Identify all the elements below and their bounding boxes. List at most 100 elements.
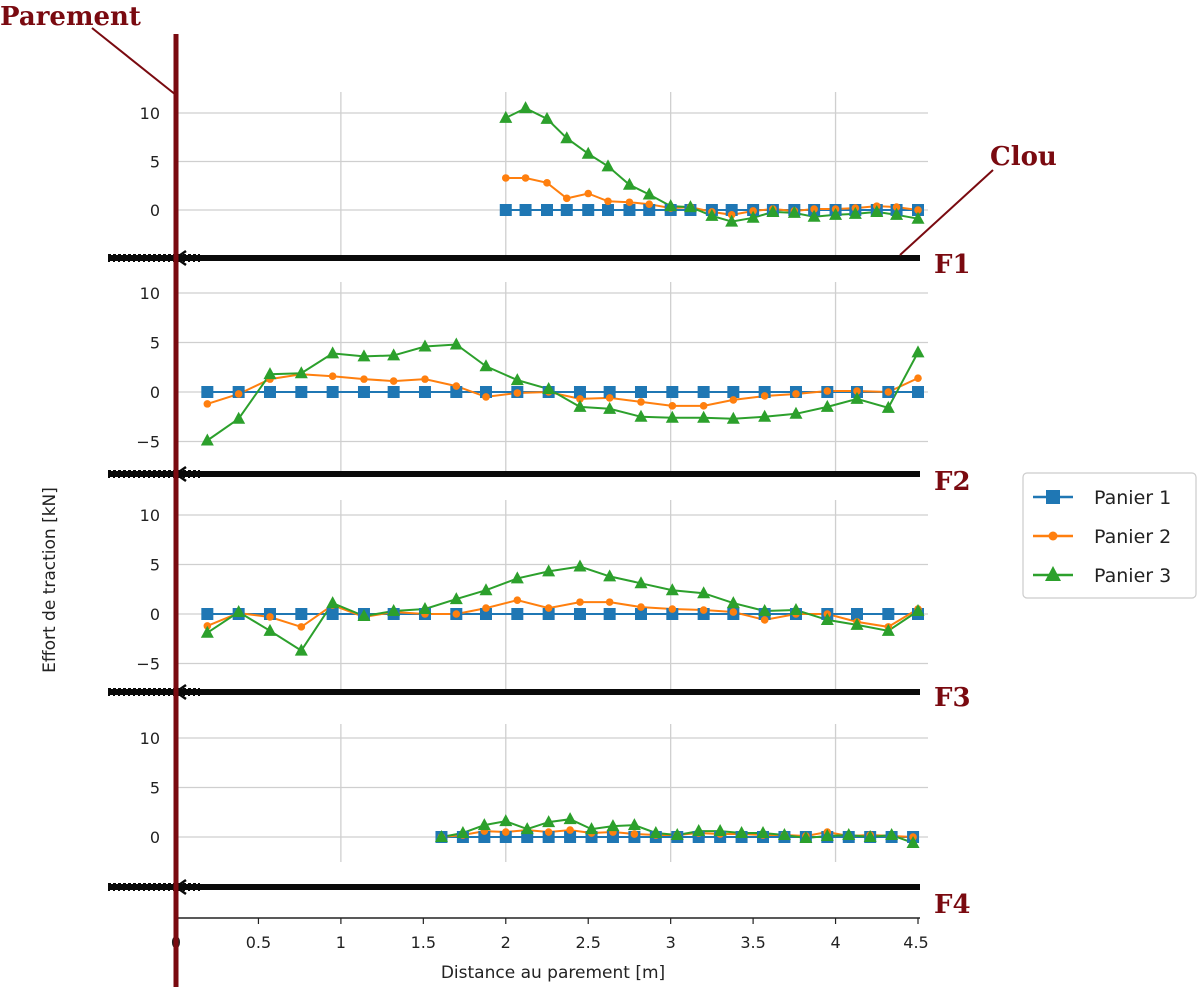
data-point-panier-3 <box>542 564 556 577</box>
data-point-panier-2 <box>760 616 769 624</box>
data-point-panier-3 <box>560 131 574 144</box>
data-point-panier-1 <box>326 386 339 398</box>
square-marker-icon <box>1046 490 1060 504</box>
data-point-panier-3 <box>510 571 524 584</box>
data-point-panier-3 <box>829 207 843 220</box>
data-point-panier-3 <box>758 604 772 617</box>
data-point-panier-3 <box>479 583 493 596</box>
x-tick-label: 3 <box>666 933 676 952</box>
data-point-panier-3 <box>200 433 214 446</box>
data-point-panier-3 <box>520 822 534 835</box>
data-point-panier-3 <box>232 411 246 424</box>
data-point-panier-3 <box>622 177 636 190</box>
data-point-panier-1 <box>201 608 214 620</box>
data-point-panier-3 <box>634 576 648 589</box>
data-point-panier-3 <box>601 159 615 172</box>
panel-label-f1: F1 <box>934 250 971 280</box>
data-point-panier-3 <box>649 826 663 839</box>
data-point-panier-1 <box>643 204 656 216</box>
data-point-panier-3 <box>850 391 864 404</box>
y-tick-label: 5 <box>150 779 160 798</box>
data-point-panier-1 <box>478 831 491 843</box>
data-point-panier-1 <box>573 608 586 620</box>
data-point-panier-3 <box>418 602 432 615</box>
y-tick-label: 0 <box>150 605 160 624</box>
data-point-panier-3 <box>881 400 895 413</box>
data-point-panier-2 <box>421 375 429 383</box>
x-tick-label: 1 <box>336 933 346 952</box>
x-axis: 00.511.522.533.544.5 Distance au paremen… <box>171 917 929 983</box>
data-point-panier-1 <box>326 608 339 620</box>
data-point-panier-3 <box>713 824 727 837</box>
data-point-panier-3 <box>665 410 679 423</box>
legend-entry-panier-2: Panier 2 <box>1033 526 1171 548</box>
data-point-panier-3 <box>789 603 803 616</box>
panel-label-f2: F2 <box>934 467 971 497</box>
data-point-panier-1 <box>295 608 308 620</box>
data-point-panier-3 <box>326 346 340 359</box>
y-tick-label: 0 <box>150 383 160 402</box>
panel-labels: F1 F2 F3 F4 <box>934 250 971 920</box>
data-point-panier-2 <box>482 604 490 612</box>
data-point-panier-2 <box>884 388 893 396</box>
data-point-panier-3 <box>725 214 739 227</box>
data-point-panier-2 <box>637 398 645 406</box>
data-point-panier-2 <box>452 382 461 390</box>
data-point-panier-3 <box>820 829 834 842</box>
data-point-panier-3 <box>294 643 308 656</box>
data-point-panier-3 <box>697 586 711 599</box>
data-point-panier-3 <box>664 199 678 212</box>
data-point-panier-2 <box>792 390 800 398</box>
y-tick-label: 5 <box>150 556 160 575</box>
data-point-panier-3 <box>418 339 432 352</box>
y-tick-label: 5 <box>150 334 160 353</box>
data-point-panier-2 <box>699 606 708 614</box>
data-point-panier-2 <box>668 605 677 613</box>
data-point-panier-2 <box>645 200 654 208</box>
data-point-panier-3 <box>911 345 925 358</box>
data-point-panier-3 <box>477 818 491 831</box>
data-point-panier-1 <box>623 204 636 216</box>
data-point-panier-3 <box>820 612 834 625</box>
data-point-panier-3 <box>606 819 620 832</box>
data-point-panier-1 <box>573 386 586 398</box>
data-point-panier-2 <box>566 826 574 834</box>
data-point-panier-3 <box>758 409 772 422</box>
data-point-panier-3 <box>642 187 656 200</box>
data-point-panier-3 <box>263 623 277 636</box>
data-point-panier-3 <box>634 409 648 422</box>
x-tick-label: 4.5 <box>903 933 928 952</box>
legend-label-panier-2: Panier 2 <box>1094 526 1171 548</box>
data-point-panier-1 <box>727 386 740 398</box>
data-point-panier-3 <box>510 373 524 386</box>
data-point-panier-3 <box>692 824 706 837</box>
data-point-panier-3 <box>232 605 246 618</box>
data-point-panier-2 <box>576 395 584 403</box>
data-point-panier-3 <box>573 399 587 412</box>
data-point-panier-3 <box>777 828 791 841</box>
x-tick-labels: 00.511.522.533.544.5 <box>171 918 929 952</box>
x-tick-label: 1.5 <box>411 933 436 952</box>
y-tick-label: −5 <box>136 655 160 674</box>
data-point-panier-2 <box>699 402 708 410</box>
y-tick-label: 10 <box>140 284 160 303</box>
data-point-panier-1 <box>666 386 679 398</box>
data-point-panier-3 <box>735 826 749 839</box>
series-layer <box>200 101 925 848</box>
data-point-panier-1 <box>418 386 431 398</box>
data-point-panier-3 <box>563 812 577 825</box>
data-point-panier-3 <box>456 826 470 839</box>
data-point-panier-2 <box>760 392 769 400</box>
data-point-panier-1 <box>479 608 492 620</box>
data-point-panier-2 <box>328 372 337 380</box>
y-tick-label: −5 <box>136 433 160 452</box>
data-point-panier-3 <box>705 208 719 221</box>
data-point-panier-3 <box>387 348 401 361</box>
data-point-panier-2 <box>729 396 738 404</box>
data-point-panier-3 <box>683 200 697 213</box>
data-point-panier-1 <box>882 608 895 620</box>
data-point-panier-3 <box>881 623 895 636</box>
x-tick-label: 3.5 <box>740 933 765 952</box>
data-point-panier-3 <box>789 406 803 419</box>
parement-leader-line <box>91 27 177 96</box>
